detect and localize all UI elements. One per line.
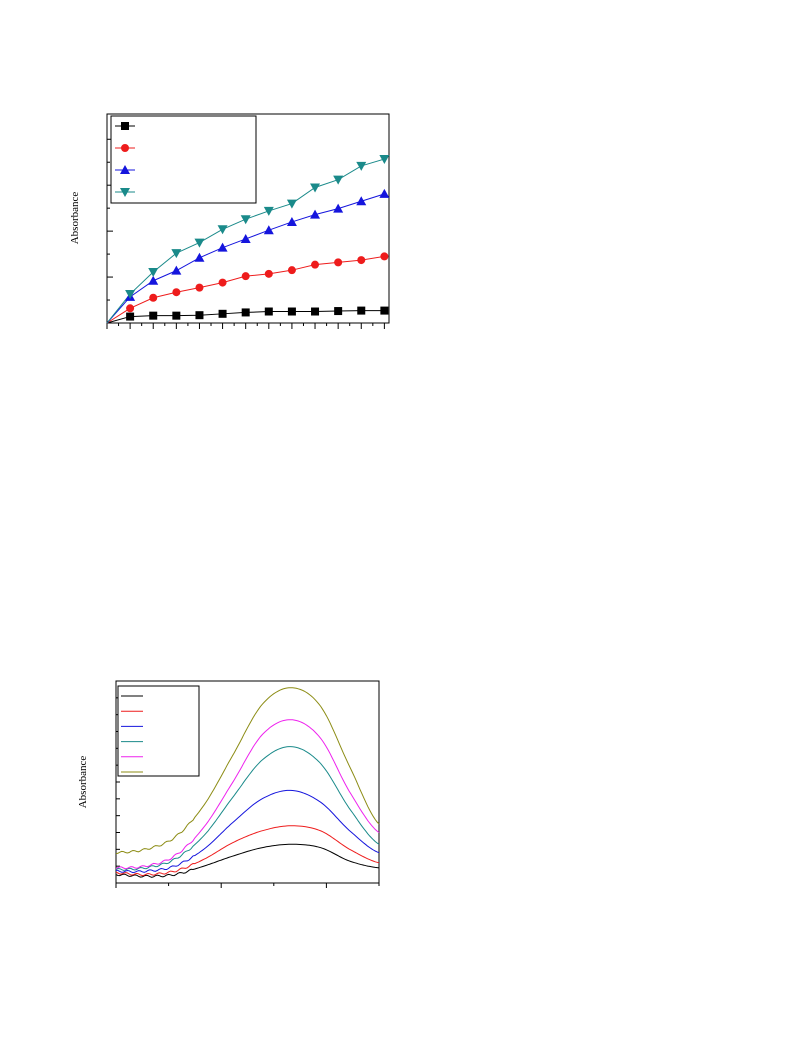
chart-1-series-3-point bbox=[263, 225, 274, 235]
chart-1-series-1-point bbox=[126, 312, 135, 321]
chart-1-series-1-point bbox=[195, 311, 204, 320]
chart-1-series-4-point bbox=[286, 199, 297, 209]
chart-1-series-3-point bbox=[217, 242, 228, 252]
chart-1-series-2-point bbox=[357, 256, 366, 265]
chart-1-series-2-point bbox=[195, 283, 204, 292]
chart-1-series-2-point bbox=[264, 269, 273, 278]
chart-1-y-axis-label: Absorbance bbox=[69, 192, 81, 245]
chart-1-series-3-point bbox=[240, 233, 251, 243]
chart-2-series-line-2 bbox=[115, 825, 380, 877]
chart-1-series-4-point bbox=[125, 290, 136, 300]
chart-1-series-1-point bbox=[357, 306, 366, 315]
chart-1-series-4-point bbox=[194, 238, 205, 248]
chart-1-series-1-point bbox=[218, 309, 227, 318]
chart-1-series-1-point bbox=[172, 311, 181, 320]
chart-2-y-axis-label: Absorbance bbox=[77, 756, 89, 809]
chart-1-series-1-point bbox=[264, 307, 273, 316]
chart-2-series-line-6 bbox=[115, 687, 380, 855]
chart-1-x-ticks bbox=[106, 323, 385, 329]
chart-2-series-line-5 bbox=[115, 719, 380, 870]
chart-2-series-line-4 bbox=[115, 746, 380, 871]
chart-1-series-2-point bbox=[218, 278, 227, 287]
chart-1-series-1-point bbox=[241, 308, 250, 317]
chart-1-series-1-point bbox=[334, 307, 343, 316]
chart-1-series-markers bbox=[125, 155, 390, 321]
chart-1-legend-box bbox=[110, 115, 257, 204]
chart-1-series-4-point bbox=[148, 268, 159, 278]
chart-1-series-3-point bbox=[333, 203, 344, 213]
chart-2-series-line-3 bbox=[115, 789, 380, 874]
chart-1-series-4-point bbox=[379, 155, 390, 165]
chart-1-series-2-point bbox=[287, 266, 296, 275]
chart-1-series-4-point bbox=[240, 215, 251, 225]
chart-1-series-3-point bbox=[379, 188, 390, 198]
chart-1-series-3-point bbox=[286, 216, 297, 226]
chart-1-series-3-point bbox=[356, 196, 367, 206]
chart-1-series-1-point bbox=[311, 307, 320, 316]
chart-1-series-2-point bbox=[149, 293, 158, 302]
chart-1-series-3-point bbox=[148, 275, 159, 285]
chart-2-legend-box bbox=[117, 685, 200, 777]
chart-1-series-4-point bbox=[333, 175, 344, 185]
chart-1-series-2-point bbox=[334, 258, 343, 267]
chart-1-legend-marker-1 bbox=[121, 122, 129, 130]
chart-1-series-2-point bbox=[241, 272, 250, 281]
chart-1-plot-frame bbox=[106, 113, 390, 324]
chart-1-legend bbox=[110, 115, 257, 204]
chart-2-legend bbox=[117, 685, 200, 777]
chart-1-series-4-point bbox=[217, 225, 228, 235]
chart-1-series-4-point bbox=[171, 249, 182, 259]
chart-2-series-lines bbox=[115, 687, 380, 878]
chart-1-series-4-point bbox=[310, 183, 321, 193]
chart-1-series-2-point bbox=[380, 252, 389, 261]
chart-1-series-2-point bbox=[311, 260, 320, 269]
chart-2-x-ticks bbox=[115, 883, 380, 888]
chart-1-legend-marker-4 bbox=[120, 188, 130, 197]
chart-1-series-3-point bbox=[194, 252, 205, 262]
chart-1-series-2-point bbox=[172, 288, 181, 297]
chart-1-series-4-point bbox=[356, 161, 367, 171]
chart-1-series-line-3 bbox=[106, 193, 385, 324]
chart-2: Absorbance bbox=[77, 680, 380, 888]
chart-1-series-3-point bbox=[310, 209, 321, 219]
chart-1-legend-marker-3 bbox=[120, 165, 130, 174]
chart-1-series-4-point bbox=[263, 206, 274, 216]
chart-1-series-2-point bbox=[126, 304, 135, 313]
chart-1: Absorbance bbox=[69, 113, 390, 329]
chart-1-series-3-point bbox=[171, 265, 182, 275]
chart-2-series-line-1 bbox=[115, 843, 380, 878]
chart-1-series-1-point bbox=[380, 306, 389, 315]
chart-1-series-1-point bbox=[149, 311, 158, 320]
chart-1-series-1-point bbox=[287, 307, 296, 316]
chart-1-legend-marker-2 bbox=[121, 144, 129, 152]
